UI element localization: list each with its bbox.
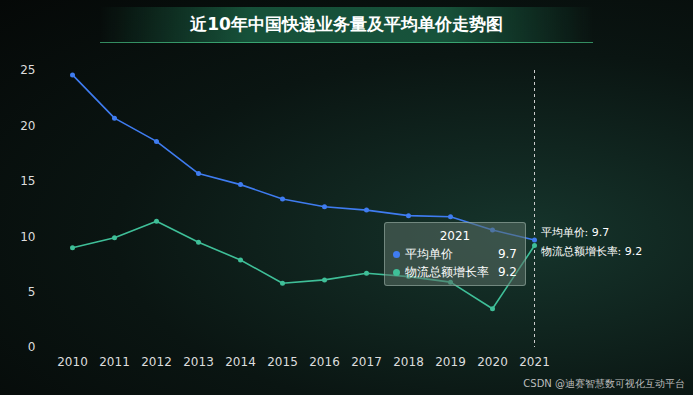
svg-text:2012: 2012 bbox=[141, 355, 172, 369]
html-text:2021: 2021 bbox=[439, 229, 471, 243]
svg-text:5: 5 bbox=[28, 285, 36, 299]
html-text:近10年中国快递业务量及平均单价走势图: 近10年中国快递业务量及平均单价走势图 bbox=[190, 14, 503, 34]
svg-text:2018: 2018 bbox=[393, 355, 424, 369]
svg-text:2013: 2013 bbox=[183, 355, 214, 369]
svg-text:2020: 2020 bbox=[477, 355, 508, 369]
svg-text:平均单价: 9.7: 平均单价: 9.7 bbox=[541, 226, 610, 239]
svg-text:2014: 2014 bbox=[225, 355, 256, 369]
svg-text:10: 10 bbox=[20, 230, 35, 244]
svg-text:2017: 2017 bbox=[351, 355, 382, 369]
svg-text:15: 15 bbox=[20, 174, 35, 188]
svg-text:2015: 2015 bbox=[267, 355, 298, 369]
svg-text:2010: 2010 bbox=[57, 355, 88, 369]
html-text:9.2: 9.2 bbox=[497, 265, 517, 279]
svg-text:2011: 2011 bbox=[99, 355, 130, 369]
svg-text:2016: 2016 bbox=[309, 355, 340, 369]
html-text:9.7: 9.7 bbox=[497, 247, 517, 261]
svg-text:20: 20 bbox=[20, 119, 35, 133]
svg-text:2019: 2019 bbox=[435, 355, 466, 369]
svg-text:0: 0 bbox=[28, 340, 36, 354]
html-text:平均单价: 平均单价 bbox=[405, 247, 453, 261]
html-text:物流总额增长率: 物流总额增长率 bbox=[405, 265, 489, 279]
html-text:CSDN @迪赛智慧数可视化互动平台: CSDN @迪赛智慧数可视化互动平台 bbox=[523, 378, 685, 389]
svg-text:物流总额增长率: 9.2: 物流总额增长率: 9.2 bbox=[541, 245, 643, 258]
svg-text:25: 25 bbox=[20, 63, 35, 77]
svg-text:2021: 2021 bbox=[519, 355, 550, 369]
